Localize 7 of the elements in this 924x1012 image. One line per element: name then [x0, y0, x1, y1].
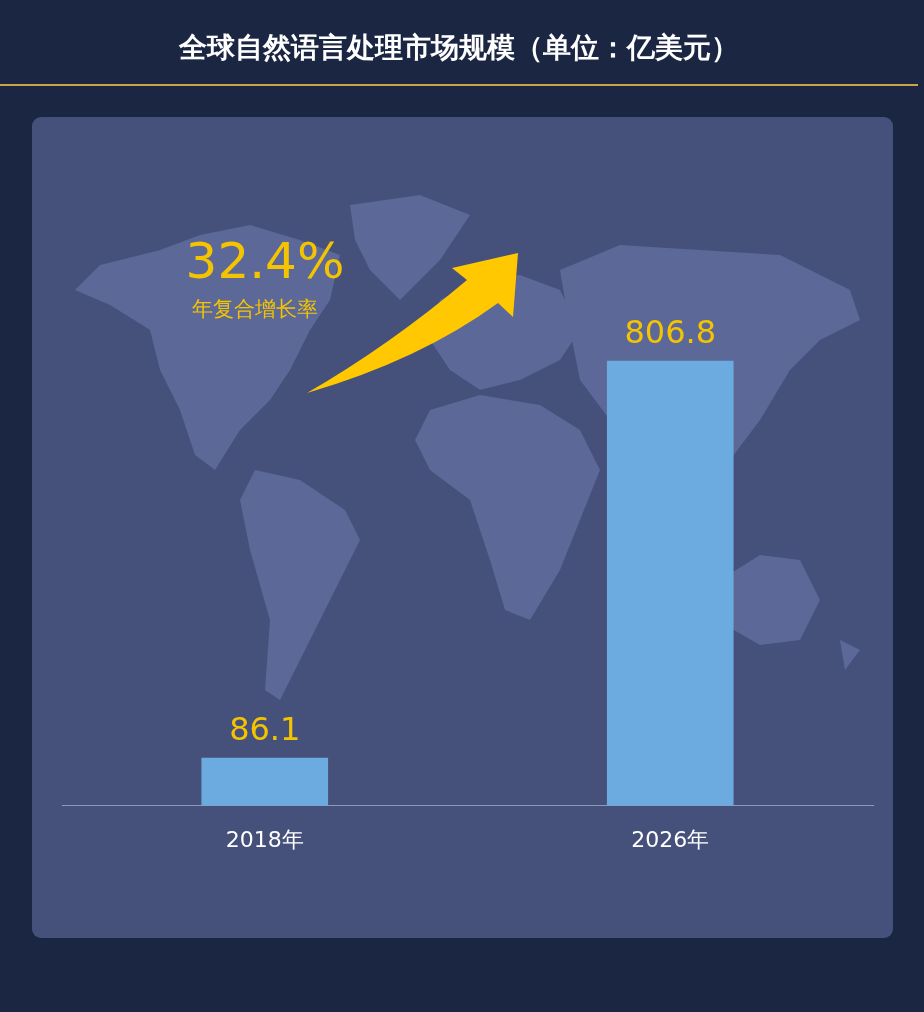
x-tick-label: 2018年	[225, 826, 304, 852]
data-label: 86.1	[229, 710, 301, 749]
data-label: 806.8	[624, 313, 717, 352]
chart-title: 全球自然语言处理市场规模（单位：亿美元）	[178, 30, 740, 66]
text: 32.4%	[184, 232, 346, 290]
text: 年复合增长率	[191, 296, 319, 323]
x-tick-label: 2026年	[631, 826, 710, 852]
